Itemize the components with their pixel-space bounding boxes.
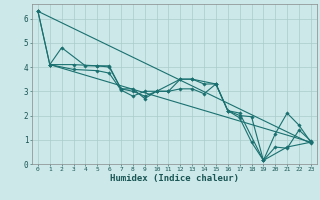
- X-axis label: Humidex (Indice chaleur): Humidex (Indice chaleur): [110, 174, 239, 183]
